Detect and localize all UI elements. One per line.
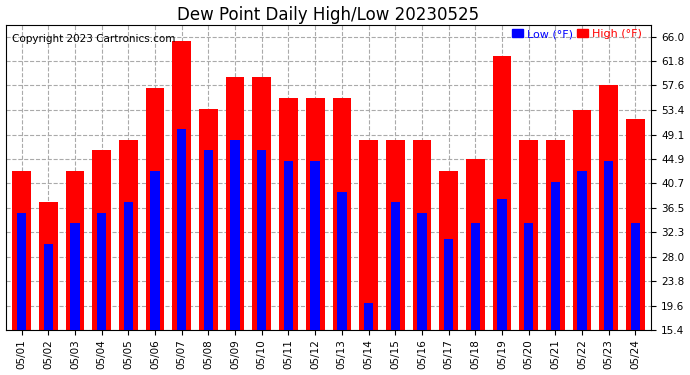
- Bar: [359, 140, 378, 330]
- Title: Dew Point Daily High/Low 20230525: Dew Point Daily High/Low 20230525: [177, 6, 480, 24]
- Bar: [520, 140, 538, 330]
- Bar: [146, 88, 164, 330]
- Bar: [310, 160, 320, 330]
- Bar: [466, 159, 484, 330]
- Bar: [391, 202, 400, 330]
- Bar: [119, 140, 138, 330]
- Bar: [578, 171, 586, 330]
- Bar: [546, 140, 564, 330]
- Bar: [413, 140, 431, 330]
- Bar: [497, 199, 506, 330]
- Bar: [230, 140, 239, 330]
- Bar: [172, 41, 191, 330]
- Bar: [417, 213, 426, 330]
- Bar: [92, 150, 111, 330]
- Bar: [440, 171, 458, 330]
- Bar: [364, 303, 373, 330]
- Bar: [600, 86, 618, 330]
- Bar: [226, 77, 244, 330]
- Bar: [306, 98, 324, 330]
- Bar: [124, 202, 133, 330]
- Bar: [39, 202, 57, 330]
- Text: Copyright 2023 Cartronics.com: Copyright 2023 Cartronics.com: [12, 34, 175, 44]
- Bar: [43, 244, 53, 330]
- Bar: [333, 98, 351, 330]
- Bar: [573, 110, 591, 330]
- Bar: [524, 223, 533, 330]
- Bar: [337, 192, 346, 330]
- Bar: [284, 160, 293, 330]
- Bar: [97, 213, 106, 330]
- Bar: [279, 98, 298, 330]
- Bar: [150, 171, 159, 330]
- Bar: [471, 223, 480, 330]
- Bar: [551, 182, 560, 330]
- Bar: [12, 171, 31, 330]
- Bar: [70, 223, 79, 330]
- Bar: [386, 140, 404, 330]
- Bar: [604, 160, 613, 330]
- Bar: [66, 171, 84, 330]
- Bar: [626, 119, 644, 330]
- Bar: [17, 213, 26, 330]
- Bar: [199, 108, 218, 330]
- Bar: [177, 129, 186, 330]
- Bar: [253, 77, 271, 330]
- Bar: [493, 56, 511, 330]
- Bar: [257, 150, 266, 330]
- Bar: [204, 150, 213, 330]
- Bar: [444, 239, 453, 330]
- Bar: [631, 223, 640, 330]
- Legend: Low (°F), High (°F): Low (°F), High (°F): [508, 25, 646, 44]
